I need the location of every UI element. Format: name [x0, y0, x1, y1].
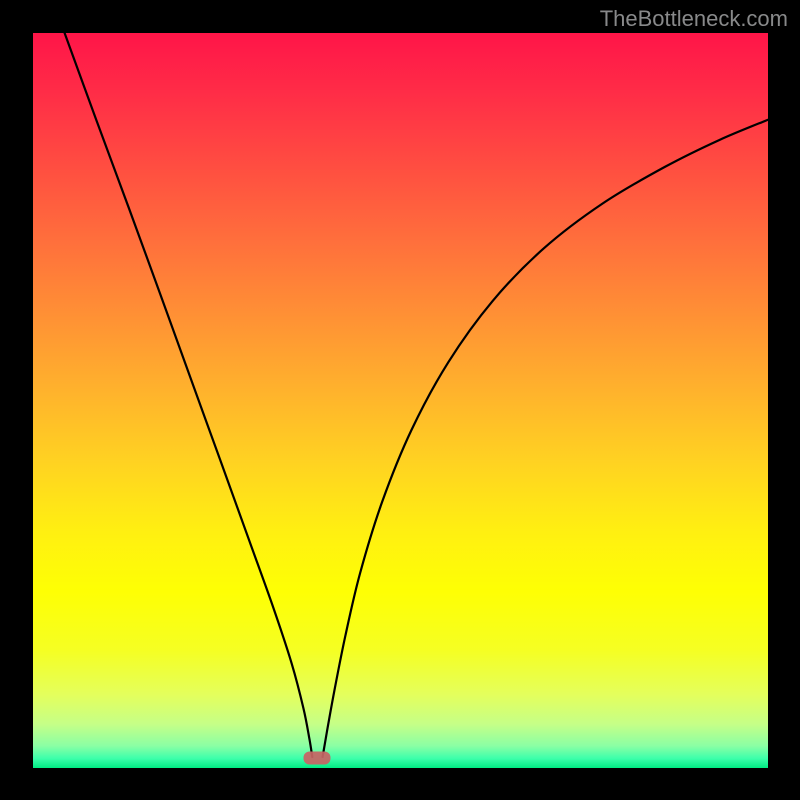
watermark-text: TheBottleneck.com [600, 6, 788, 32]
gradient-plot-area [33, 33, 768, 768]
bottleneck-marker [304, 752, 331, 765]
chart-frame: TheBottleneck.com [0, 0, 800, 800]
